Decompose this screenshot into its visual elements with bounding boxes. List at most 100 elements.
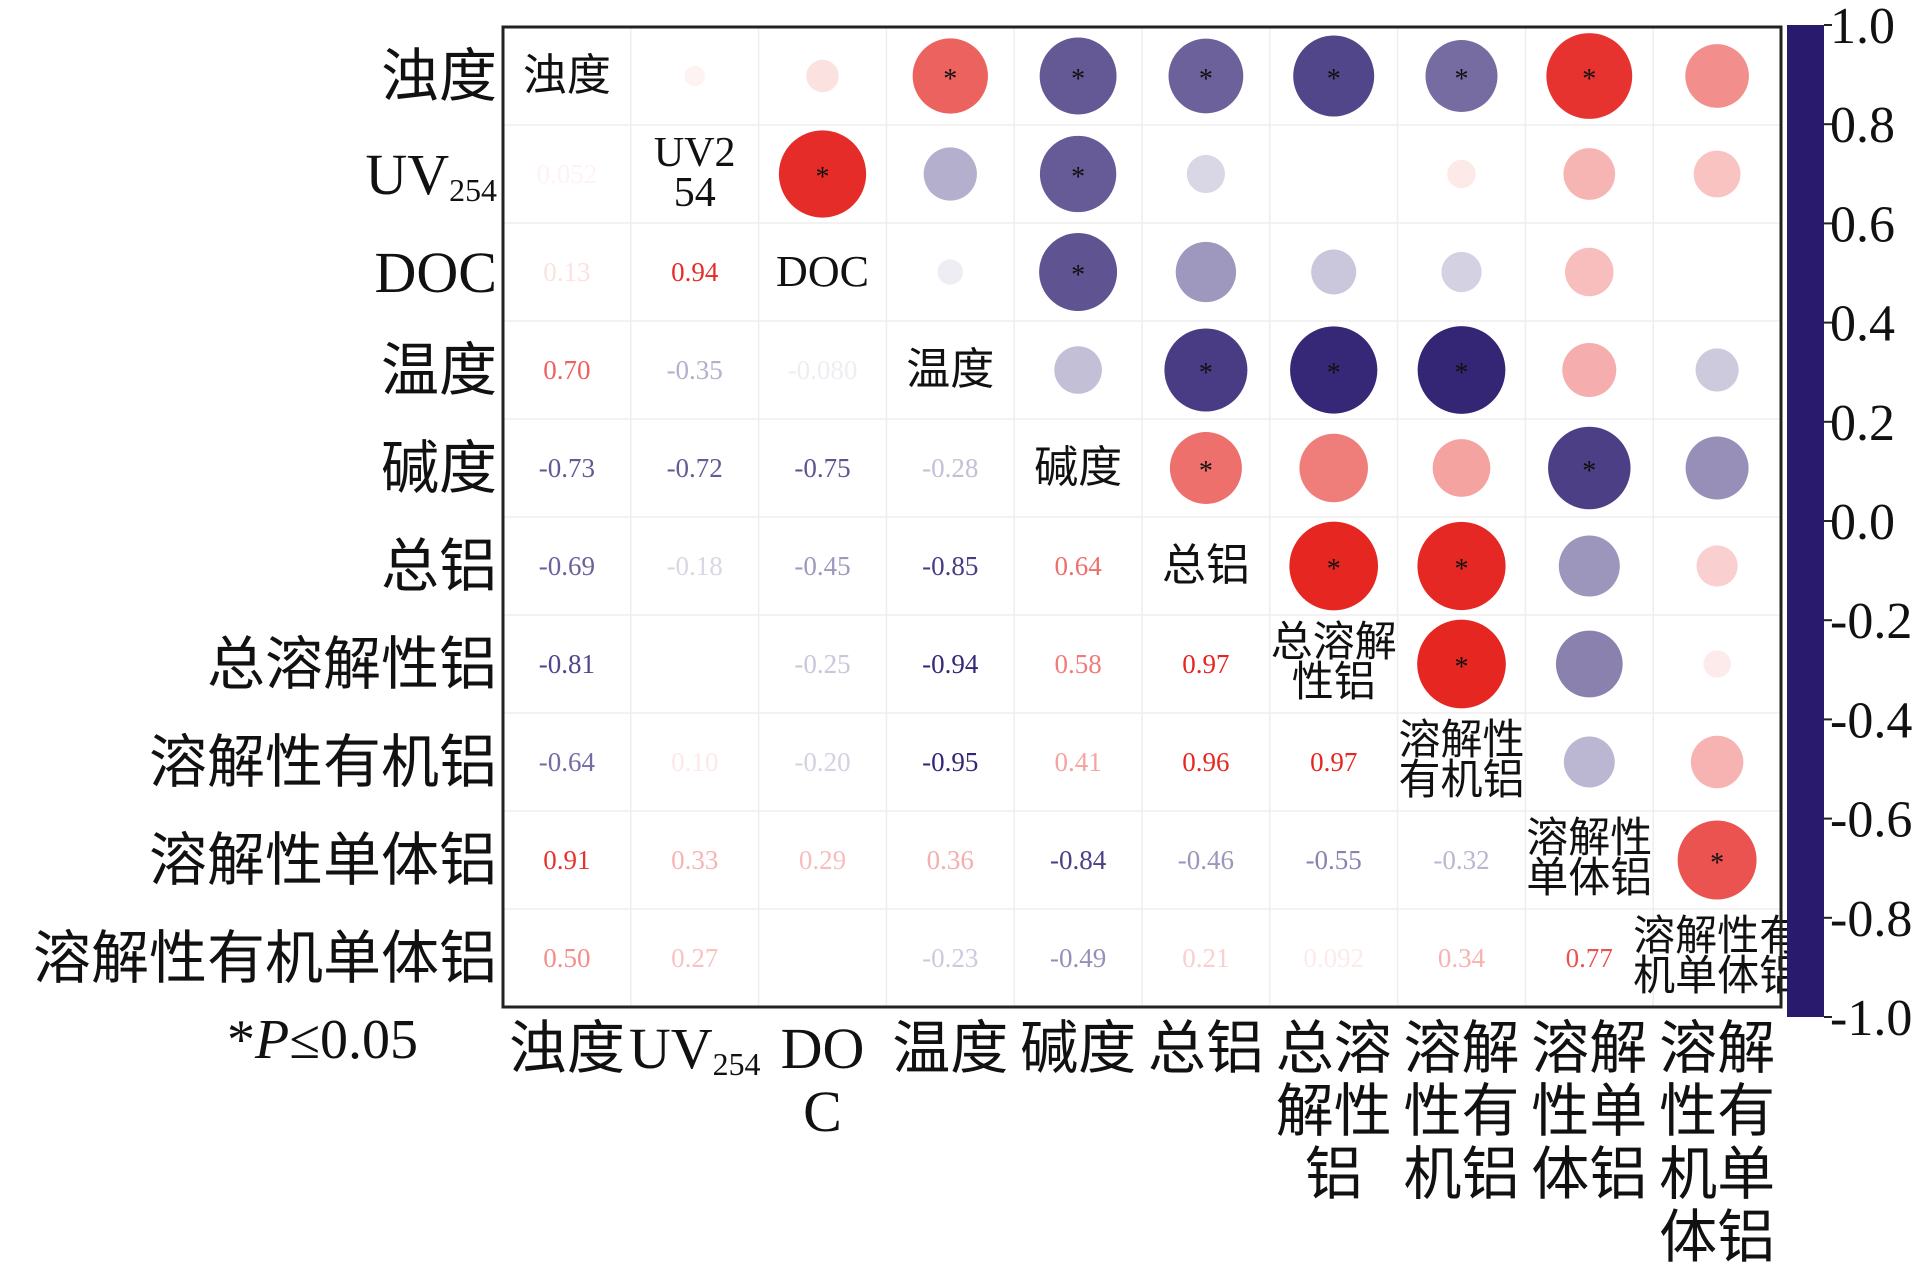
correlation-label: -0.85 [922,551,978,581]
label-line: 碱度 [1020,1016,1136,1081]
column-label: 浊度 [509,1016,625,1081]
significance-marker: * [1327,64,1341,95]
correlation-label: -0.72 [667,453,723,483]
correlation-circle [1039,135,1117,213]
correlation-label: 0.41 [1054,747,1101,777]
correlation-label: -0.55 [1306,845,1362,875]
colorbar-tick-label: 0.6 [1830,196,1895,253]
correlation-circle [1563,148,1616,200]
colorbar-tick-label: -1.0 [1830,990,1912,1047]
correlation-circle [1168,38,1244,114]
significance-marker: * [1071,162,1085,193]
correlation-circle [1441,251,1482,293]
column-label: 温度 [892,1016,1008,1081]
label-line: 体铝 [1531,1142,1647,1207]
correlation-circle [1417,521,1506,611]
correlation-circle [1695,348,1739,392]
correlation-circle [937,259,964,285]
label-line: 铝 [1305,1142,1363,1207]
correlation-label: 0.052 [537,159,598,189]
colorbar-tick-label: 1.0 [1830,0,1895,55]
column-label: 总溶解性铝 [1276,1016,1392,1207]
row-label: 温度 [381,338,497,403]
correlation-circle [806,59,839,93]
row-label: 溶解性有机铝 [149,730,497,795]
label-part: UV [629,1016,713,1081]
correlation-circle [1703,650,1731,678]
row-label: 总铝 [381,534,497,599]
correlation-circle [1693,150,1741,198]
colorbar-tick-label: -0.2 [1830,593,1912,650]
colorbar-tick-label: 0.2 [1830,395,1895,452]
diagonal-label: 总铝 [1162,541,1250,590]
correlation-label: 0.36 [927,845,974,875]
correlation-circle [778,130,867,218]
significance-marker: * [943,64,957,95]
correlation-label: -0.81 [539,649,595,679]
significance-marker: * [1710,848,1724,879]
correlation-label: 0.33 [671,845,718,875]
correlation-label: -0.94 [922,649,979,679]
correlation-label: 0.94 [671,257,719,287]
correlation-circle [1417,326,1506,414]
correlation-circle [1546,33,1633,119]
note-part: P [254,1009,289,1071]
label-line: 溶解性 [1398,717,1524,764]
correlation-label: 0.092 [1303,943,1364,973]
diagonal-label: 溶解性有机铝 [1398,717,1524,804]
label-line: 54 [674,170,716,216]
label-line: 机铝 [1403,1142,1519,1207]
matrix-frame [501,25,1783,1009]
colorbar-tick-label: 0.0 [1830,494,1895,551]
significance-marker: * [1455,358,1469,389]
significance-marker: * [1071,64,1085,95]
label-line: 溶解 [1403,1016,1519,1081]
correlation-label: 0.97 [1310,747,1357,777]
label-line: 浊度 [509,1016,625,1081]
diagonal-label: UV2 54 [654,130,736,216]
column-label: 溶解性有机单体铝 [1659,1016,1775,1270]
label-subscript: 254 [713,1047,761,1082]
label-line: 体铝 [1659,1205,1775,1270]
significance-marker: * [1199,64,1213,95]
correlation-label: 0.13 [543,257,590,287]
correlation-label: -0.73 [539,453,595,483]
correlation-circle [1685,44,1749,108]
significance-marker: * [1455,64,1469,95]
correlation-label: 0.91 [543,845,590,875]
diagonal-label: 碱度 [1034,443,1122,492]
correlation-label: -0.18 [667,551,723,581]
label-line: C [803,1079,842,1144]
label-line: 机单体铝 [1633,954,1801,1000]
correlation-label: -0.64 [539,747,596,777]
diagonal-label: 浊度 [523,51,611,100]
correlation-label: -0.69 [539,551,595,581]
significance-marker: * [1327,554,1341,585]
significance-marker: * [1071,260,1085,291]
correlation-circle [1555,630,1623,698]
correlation-circle [1186,154,1225,194]
correlation-circle [1293,35,1375,117]
label-line: 溶解性 [1526,815,1652,862]
correlation-circle [912,38,988,114]
correlation-circle [1299,433,1368,503]
label-line: 总溶解 [1271,619,1397,666]
colorbar [1787,25,1824,1017]
correlation-label: 0.77 [1566,943,1613,973]
colorbar-tick-label: 0.8 [1830,97,1895,154]
diagonal-label: DOC [776,247,869,296]
correlation-circle [1558,535,1620,597]
significance-marker: * [1327,358,1341,389]
label-line: UV2 [654,130,736,176]
colorbar-tick-label: -0.8 [1830,891,1912,948]
row-label: 浊度 [381,44,497,109]
correlation-label: 0.50 [543,943,590,973]
correlation-label: -0.20 [794,747,850,777]
correlation-label: -0.23 [922,943,978,973]
label-line: 溶解 [1659,1016,1775,1081]
significance-marker: * [1199,358,1213,389]
correlation-label: 0.27 [671,943,718,973]
row-label: UV254 [365,142,497,208]
label-line: 溶解性有 [1633,913,1801,960]
